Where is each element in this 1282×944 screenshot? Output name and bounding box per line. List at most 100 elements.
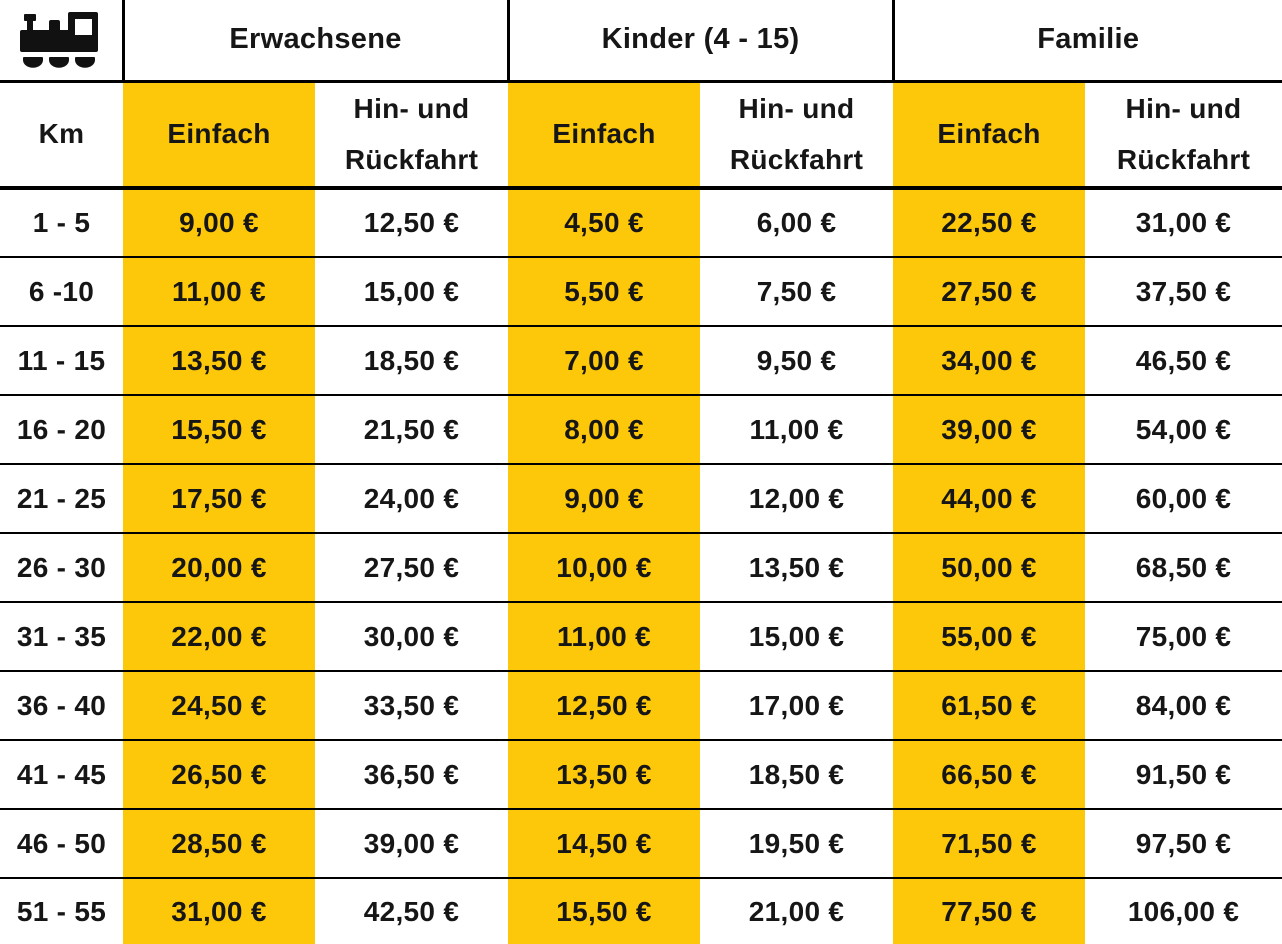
price-cell: 10,00 € bbox=[508, 533, 701, 604]
group-label: Familie bbox=[1037, 23, 1140, 56]
price-cell: 66,50 € bbox=[893, 740, 1086, 811]
price-cell: 12,50 € bbox=[508, 671, 701, 742]
train-icon bbox=[19, 11, 98, 68]
price-cell: 7,50 € bbox=[700, 257, 894, 328]
price-cell: 15,00 € bbox=[700, 602, 894, 673]
price-cell: 50,00 € bbox=[893, 533, 1086, 604]
price-cell: 31,00 € bbox=[123, 878, 315, 944]
km-cell: 51 - 55 bbox=[16, 895, 107, 927]
price-cell: 11,00 € bbox=[508, 602, 701, 673]
km-cell: 26 - 30 bbox=[0, 533, 123, 604]
price-cell: 26,50 € bbox=[123, 740, 315, 811]
price-cell: 36,50 € bbox=[315, 740, 509, 811]
price-cell: 15,00 € bbox=[315, 257, 509, 328]
price-cell: 77,50 € bbox=[893, 878, 1086, 944]
price-cell: 91,50 € bbox=[1085, 740, 1282, 811]
price-cell: 54,00 € bbox=[1085, 395, 1282, 466]
table-row: 51 - 55 31,00 € 42,50 € 15,50 € 21,00 € … bbox=[0, 878, 1282, 944]
subheader-roundtrip: Hin- und Rückfahrt bbox=[700, 81, 894, 191]
price-cell: 21,00 € bbox=[748, 895, 845, 927]
price-cell: 9,00 € bbox=[508, 464, 701, 535]
price-cell: 13,50 € bbox=[508, 740, 701, 811]
km-cell: 1 - 5 bbox=[0, 188, 123, 259]
price-cell: 8,00 € bbox=[508, 395, 701, 466]
price-cell: 33,50 € bbox=[315, 671, 509, 742]
price-cell: 84,00 € bbox=[1085, 671, 1282, 742]
price-cell: 24,50 € bbox=[123, 671, 315, 742]
price-cell: 12,00 € bbox=[700, 464, 894, 535]
price-cell: 21,50 € bbox=[315, 395, 509, 466]
price-cell: 18,50 € bbox=[700, 740, 894, 811]
price-cell: 9,50 € bbox=[700, 326, 894, 397]
km-cell: 21 - 25 bbox=[0, 464, 123, 535]
table-row: 31 - 35 22,00 € 30,00 € 11,00 € 15,00 € … bbox=[0, 602, 1282, 673]
price-cell: 28,50 € bbox=[123, 809, 315, 880]
price-cell: 27,50 € bbox=[893, 257, 1086, 328]
group-label: Erwachsene bbox=[229, 23, 402, 56]
km-cell: 31 - 35 bbox=[0, 602, 123, 673]
price-cell: 106,00 € bbox=[1127, 895, 1240, 927]
subheader-roundtrip: Hin- und Rückfahrt bbox=[315, 81, 509, 191]
price-cell: 22,00 € bbox=[123, 602, 315, 673]
sub-header-row: Km Einfach Hin- und Rückfahrt Einfach Hi… bbox=[0, 81, 1282, 191]
price-cell: 30,00 € bbox=[315, 602, 509, 673]
price-cell: 15,50 € bbox=[123, 395, 315, 466]
price-cell: 18,50 € bbox=[315, 326, 509, 397]
subheader-einfach: Einfach bbox=[123, 81, 315, 191]
price-cell: 13,50 € bbox=[700, 533, 894, 604]
table-row: 1 - 5 9,00 € 12,50 € 4,50 € 6,00 € 22,50… bbox=[0, 188, 1282, 259]
group-header-row: Erwachsene Kinder (4 - 15) Familie bbox=[0, 0, 1282, 83]
price-cell: 4,50 € bbox=[508, 188, 701, 259]
price-cell: 12,50 € bbox=[315, 188, 509, 259]
km-cell: 36 - 40 bbox=[0, 671, 123, 742]
price-cell: 15,50 € bbox=[508, 878, 701, 944]
price-cell: 75,00 € bbox=[1085, 602, 1282, 673]
price-cell: 44,00 € bbox=[893, 464, 1086, 535]
price-cell: 34,00 € bbox=[893, 326, 1086, 397]
price-cell: 39,00 € bbox=[893, 395, 1086, 466]
price-cell: 55,00 € bbox=[893, 602, 1086, 673]
price-cell: 24,00 € bbox=[315, 464, 509, 535]
price-cell: 17,00 € bbox=[700, 671, 894, 742]
price-cell: 27,50 € bbox=[315, 533, 509, 604]
km-cell: 16 - 20 bbox=[0, 395, 123, 466]
group-header-familie: Familie bbox=[893, 0, 1282, 83]
table-row: 36 - 40 24,50 € 33,50 € 12,50 € 17,00 € … bbox=[0, 671, 1282, 742]
km-cell: 46 - 50 bbox=[0, 809, 123, 880]
group-label: Kinder (4 - 15) bbox=[601, 23, 800, 56]
price-cell: 71,50 € bbox=[893, 809, 1086, 880]
price-cell: 19,50 € bbox=[700, 809, 894, 880]
km-cell: 6 -10 bbox=[0, 257, 123, 328]
table-row: 26 - 30 20,00 € 27,50 € 10,00 € 13,50 € … bbox=[0, 533, 1282, 604]
price-cell: 9,00 € bbox=[123, 188, 315, 259]
price-cell: 61,50 € bbox=[893, 671, 1086, 742]
table-row: 46 - 50 28,50 € 39,00 € 14,50 € 19,50 € … bbox=[0, 809, 1282, 880]
table-row: 41 - 45 26,50 € 36,50 € 13,50 € 18,50 € … bbox=[0, 740, 1282, 811]
price-cell: 37,50 € bbox=[1085, 257, 1282, 328]
price-cell: 17,50 € bbox=[123, 464, 315, 535]
train-icon-cell bbox=[0, 0, 125, 83]
price-cell: 14,50 € bbox=[508, 809, 701, 880]
price-cell: 11,00 € bbox=[700, 395, 894, 466]
subheader-einfach: Einfach bbox=[893, 81, 1086, 191]
price-cell: 46,50 € bbox=[1085, 326, 1282, 397]
table-row: 16 - 20 15,50 € 21,50 € 8,00 € 11,00 € 3… bbox=[0, 395, 1282, 466]
km-cell: 11 - 15 bbox=[0, 326, 123, 397]
price-cell: 97,50 € bbox=[1085, 809, 1282, 880]
price-cell: 68,50 € bbox=[1085, 533, 1282, 604]
price-cell: 20,00 € bbox=[123, 533, 315, 604]
price-cell: 60,00 € bbox=[1085, 464, 1282, 535]
price-cell: 31,00 € bbox=[1085, 188, 1282, 259]
price-cell: 39,00 € bbox=[315, 809, 509, 880]
price-cell: 42,50 € bbox=[363, 895, 460, 927]
price-cell: 7,00 € bbox=[508, 326, 701, 397]
km-cell: 41 - 45 bbox=[0, 740, 123, 811]
group-header-erwachsene: Erwachsene bbox=[123, 0, 510, 83]
subheader-einfach: Einfach bbox=[508, 81, 701, 191]
km-header: Km bbox=[0, 81, 123, 191]
price-cell: 22,50 € bbox=[893, 188, 1086, 259]
table-row: 21 - 25 17,50 € 24,00 € 9,00 € 12,00 € 4… bbox=[0, 464, 1282, 535]
table-row: 11 - 15 13,50 € 18,50 € 7,00 € 9,50 € 34… bbox=[0, 326, 1282, 397]
price-cell: 5,50 € bbox=[508, 257, 701, 328]
